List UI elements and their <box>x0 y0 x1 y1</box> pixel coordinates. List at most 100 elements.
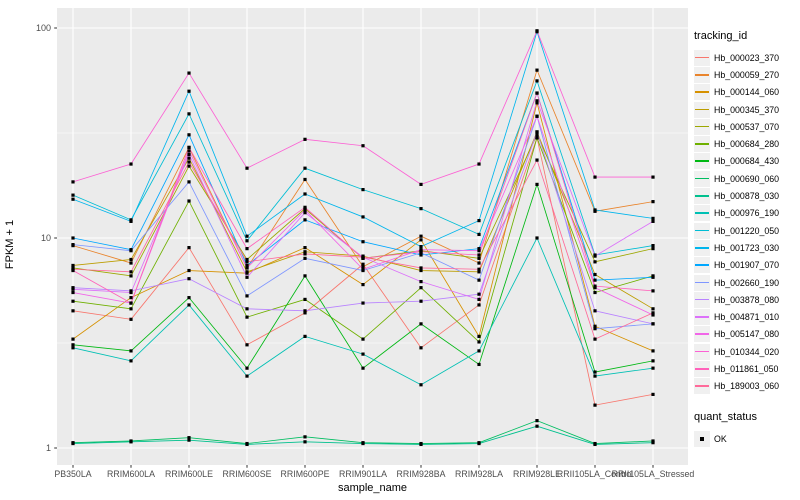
data-point-marker <box>477 232 481 237</box>
data-point-marker <box>593 260 597 264</box>
legend-key <box>694 170 710 187</box>
data-point-marker <box>129 317 133 321</box>
data-point-marker <box>245 374 249 378</box>
data-point-marker <box>303 311 307 315</box>
legend-key <box>694 378 710 395</box>
data-point-marker <box>419 234 423 238</box>
legend-key <box>694 118 710 135</box>
color-legend-title: tracking_id <box>694 30 748 42</box>
data-point-marker <box>71 343 75 347</box>
data-point-marker <box>419 442 423 447</box>
legend-item-label: Hb_000684_280 <box>714 139 780 150</box>
data-point-marker <box>477 278 481 282</box>
legend-key <box>694 222 710 239</box>
legend-line-icon <box>695 350 709 353</box>
data-point-marker <box>477 349 481 353</box>
data-point-marker <box>303 137 307 141</box>
legend-key <box>694 239 710 256</box>
data-point-marker <box>303 252 307 256</box>
legend: tracking_id Hb_000023_370 Hb_000059_270 Hb… <box>694 30 798 447</box>
data-point-marker <box>71 441 75 446</box>
x-tick-label: RRIM928LA <box>455 469 503 479</box>
data-point-marker <box>651 200 655 204</box>
legend-item-label: Hb_000976_190 <box>714 208 780 219</box>
x-tick-label: RRIM901LA <box>339 469 387 479</box>
data-point-marker <box>593 175 597 179</box>
legend-line-icon <box>695 125 709 128</box>
data-point-marker <box>303 297 307 302</box>
data-point-marker <box>303 166 307 170</box>
data-point-marker <box>129 162 133 166</box>
legend-item: Hb_000690_060 <box>694 170 798 187</box>
legend-key <box>694 101 710 118</box>
legend-item: Hb_011861_050 <box>694 360 798 377</box>
legend-item: Hb_005147_080 <box>694 326 798 343</box>
legend-item-quant-status: OK <box>694 430 798 447</box>
legend-item-label: Hb_003878_080 <box>714 294 780 305</box>
data-point-marker <box>361 337 365 341</box>
data-point-marker <box>187 296 191 300</box>
x-tick-label: RRIM928BA <box>397 469 446 479</box>
data-point-marker <box>129 289 133 293</box>
data-point-marker <box>129 270 133 274</box>
data-point-marker <box>361 188 365 192</box>
data-point-marker <box>245 239 249 243</box>
data-point-marker <box>535 182 539 186</box>
data-point-marker <box>303 192 307 196</box>
data-point-marker <box>535 136 539 140</box>
data-point-marker <box>361 267 365 271</box>
y-tick-label: 100 <box>36 23 51 33</box>
data-point-marker <box>71 290 75 295</box>
data-point-marker <box>651 366 655 370</box>
legend-item: Hb_000537_070 <box>694 118 798 135</box>
legend-item: Hb_000684_430 <box>694 153 798 170</box>
legend-key <box>694 430 710 447</box>
data-point-marker <box>71 346 75 350</box>
data-point-marker <box>129 257 133 262</box>
legend-line-icon <box>695 298 709 301</box>
data-point-marker <box>477 340 481 344</box>
data-point-marker <box>71 267 75 271</box>
data-point-marker <box>361 366 365 370</box>
legend-line-icon <box>695 143 709 145</box>
legend-key <box>694 257 710 274</box>
data-point-marker <box>187 277 191 281</box>
legend-gap <box>694 395 798 411</box>
data-point-marker <box>651 289 655 293</box>
data-point-marker <box>593 403 597 407</box>
legend-key <box>694 360 710 377</box>
data-point-marker <box>651 313 655 317</box>
data-point-marker <box>129 274 133 278</box>
data-point-marker <box>593 442 597 447</box>
legend-key <box>694 188 710 205</box>
data-point-marker <box>245 366 249 370</box>
legend-item-label: Hb_000690_060 <box>714 173 780 184</box>
data-point-marker <box>361 301 365 305</box>
data-point-marker <box>245 234 249 238</box>
legend-key <box>694 274 710 291</box>
data-point-marker <box>651 441 655 445</box>
legend-key <box>694 309 710 326</box>
data-point-marker <box>245 294 249 298</box>
data-point-marker <box>303 177 307 182</box>
data-point-marker <box>535 91 539 95</box>
data-point-marker <box>187 145 191 150</box>
data-point-marker <box>419 253 423 257</box>
data-point-marker <box>129 219 133 223</box>
data-point-marker <box>477 270 481 274</box>
data-point-marker <box>187 268 191 273</box>
legend-item-label: Hb_010344_020 <box>714 346 780 357</box>
legend-item-label: Hb_001220_050 <box>714 225 780 236</box>
data-point-marker <box>245 166 249 170</box>
data-point-marker <box>71 299 75 303</box>
data-point-marker <box>303 208 307 212</box>
data-point-marker <box>187 112 191 116</box>
x-tick-label: RRIM600SE <box>223 469 272 479</box>
legend-line-icon <box>695 316 709 318</box>
data-point-marker <box>593 327 597 331</box>
data-point-marker <box>303 440 307 444</box>
data-point-marker <box>535 101 539 105</box>
legend-item-label: Hb_000878_030 <box>714 191 780 202</box>
data-point-marker <box>651 322 655 326</box>
